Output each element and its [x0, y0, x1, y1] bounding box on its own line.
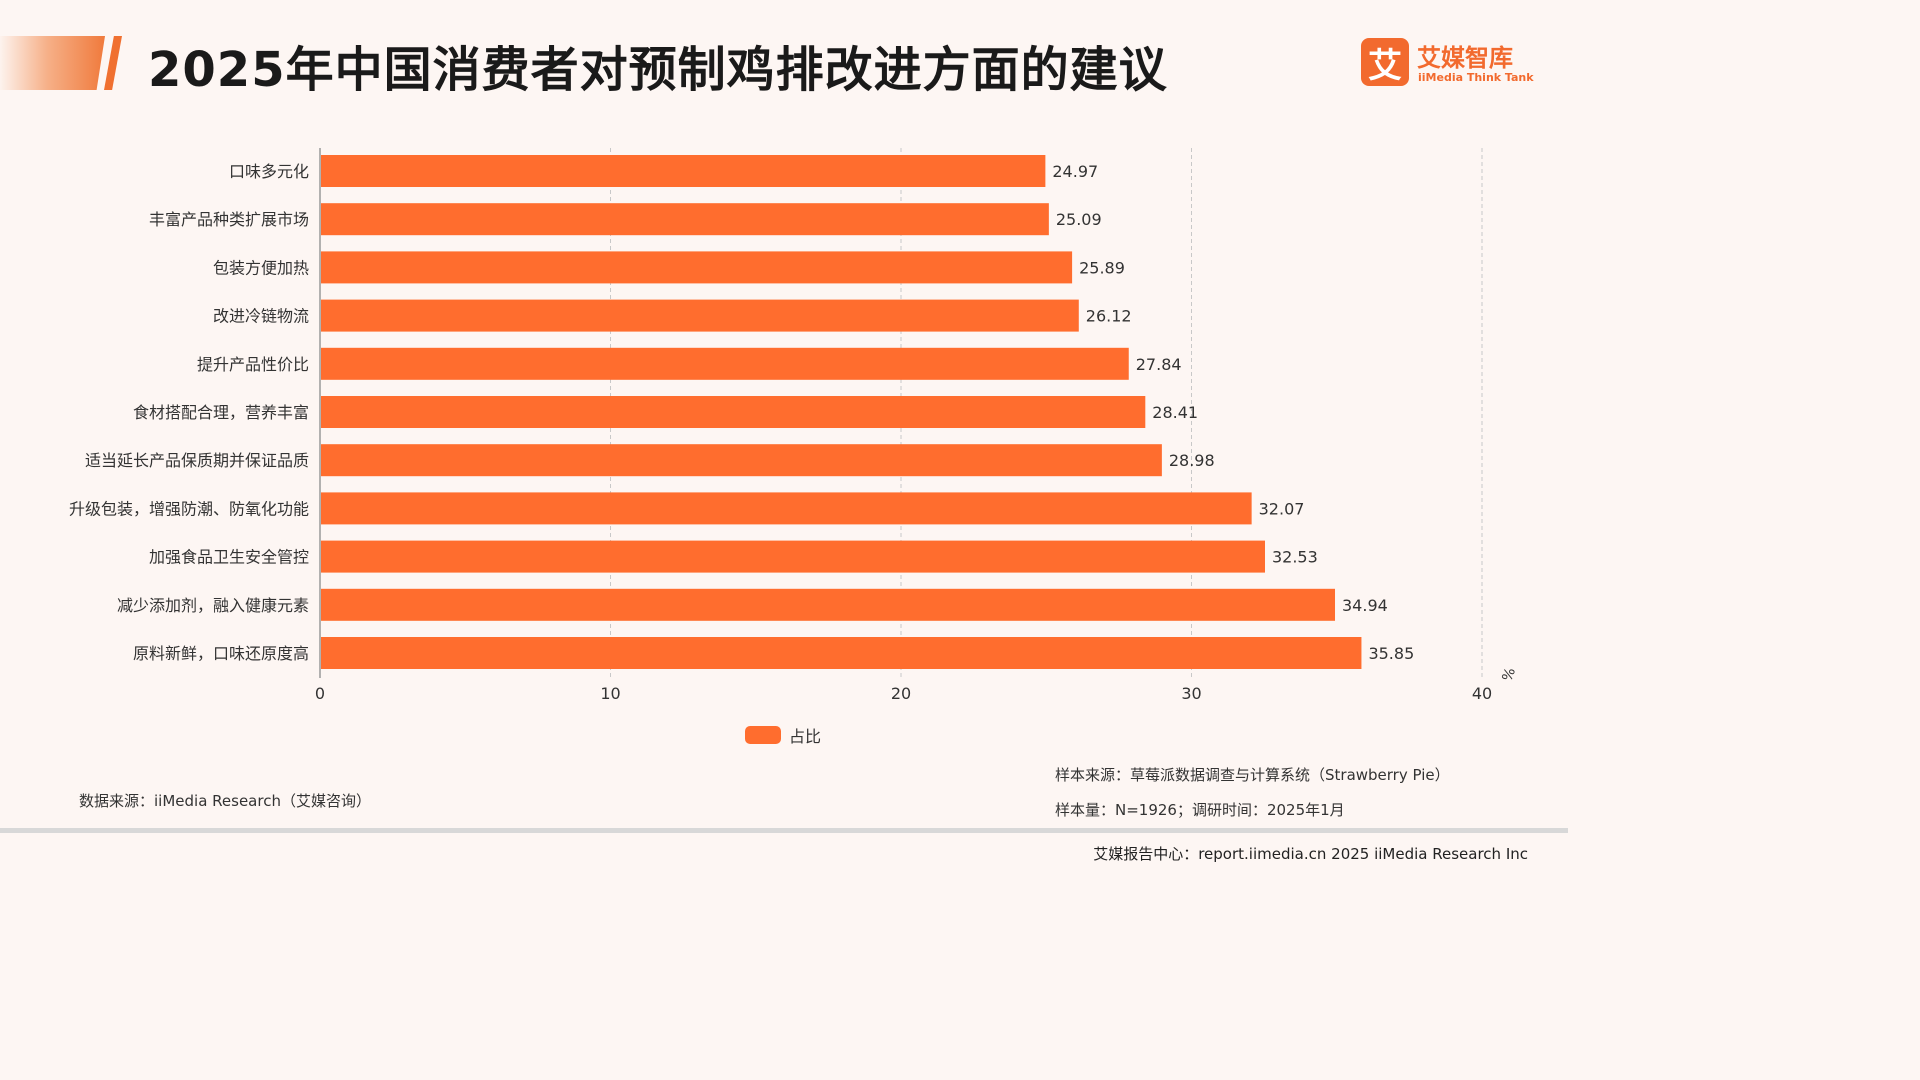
page-title: 2025年中国消费者对预制鸡排改进方面的建议: [148, 42, 1168, 98]
value-label: 25.09: [1056, 210, 1102, 229]
category-label: 食材搭配合理，营养丰富: [133, 403, 309, 422]
value-label: 32.53: [1272, 548, 1318, 567]
value-label: 32.07: [1259, 499, 1305, 518]
bar: [321, 492, 1252, 525]
data-source-note: 数据来源：iiMedia Research（艾媒咨询）: [79, 792, 371, 810]
bar: [321, 540, 1265, 573]
footer-divider: [0, 828, 1568, 833]
value-label: 35.85: [1368, 644, 1414, 663]
bar: [321, 444, 1162, 477]
category-label: 减少添加剂，融入健康元素: [117, 596, 309, 615]
logo-name-cn: 艾媒智库: [1417, 44, 1513, 72]
logo-name-en: iiMedia Think Tank: [1418, 71, 1534, 84]
bar: [321, 637, 1362, 669]
bar: [321, 588, 1336, 621]
chart-legend[interactable]: 占比: [745, 723, 821, 747]
value-label: 26.12: [1086, 307, 1132, 326]
category-label: 改进冷链物流: [213, 307, 309, 326]
legend-swatch: [745, 726, 781, 744]
bar: [321, 203, 1049, 236]
footer-text: 艾媒报告中心：report.iimedia.cn 2025 iiMedia Re…: [1093, 845, 1528, 863]
category-label: 升级包装，增强防潮、防氧化功能: [69, 499, 309, 518]
value-label: 28.98: [1169, 451, 1215, 470]
sample-size-note: 样本量：N=1926；调研时间：2025年1月: [1055, 801, 1345, 819]
category-label: 包装方便加热: [213, 258, 309, 277]
sample-source-note: 样本来源：草莓派数据调查与计算系统（Strawberry Pie）: [1055, 766, 1450, 784]
logo-mark-icon: 艾: [1361, 38, 1409, 86]
x-tick-label: 20: [891, 684, 911, 703]
value-label: 27.84: [1136, 355, 1182, 374]
bar: [321, 347, 1129, 380]
x-tick-label: 40: [1472, 684, 1492, 703]
bar: [321, 299, 1079, 332]
category-label: 原料新鲜，口味还原度高: [133, 644, 309, 663]
x-tick-label: 10: [600, 684, 620, 703]
value-label: 24.97: [1052, 162, 1098, 181]
bar: [321, 251, 1073, 284]
legend-label: 占比: [789, 727, 822, 746]
x-tick-label: 30: [1181, 684, 1201, 703]
category-label: 提升产品性价比: [197, 355, 309, 374]
bar-chart: 0 10 20 30 40% 口味多元化 24.97 丰富产品种类扩展市场 25.09 包装方便加…: [69, 148, 1519, 703]
bar: [321, 155, 1046, 187]
category-label: 加强食品卫生安全管控: [149, 548, 309, 567]
iimedia-logo: 艾 艾媒智库 iiMedia Think Tank: [1361, 38, 1534, 90]
category-label: 丰富产品种类扩展市场: [149, 210, 309, 229]
title-decoration: [0, 36, 105, 90]
bar: [321, 396, 1146, 428]
category-label: 适当延长产品保质期并保证品质: [85, 451, 309, 470]
value-label: 25.89: [1079, 258, 1125, 277]
value-label: 28.41: [1152, 403, 1198, 422]
x-axis-unit: %: [1499, 666, 1519, 684]
value-label: 34.94: [1342, 596, 1388, 615]
category-label: 口味多元化: [229, 162, 309, 181]
x-tick-label: 0: [315, 684, 325, 703]
